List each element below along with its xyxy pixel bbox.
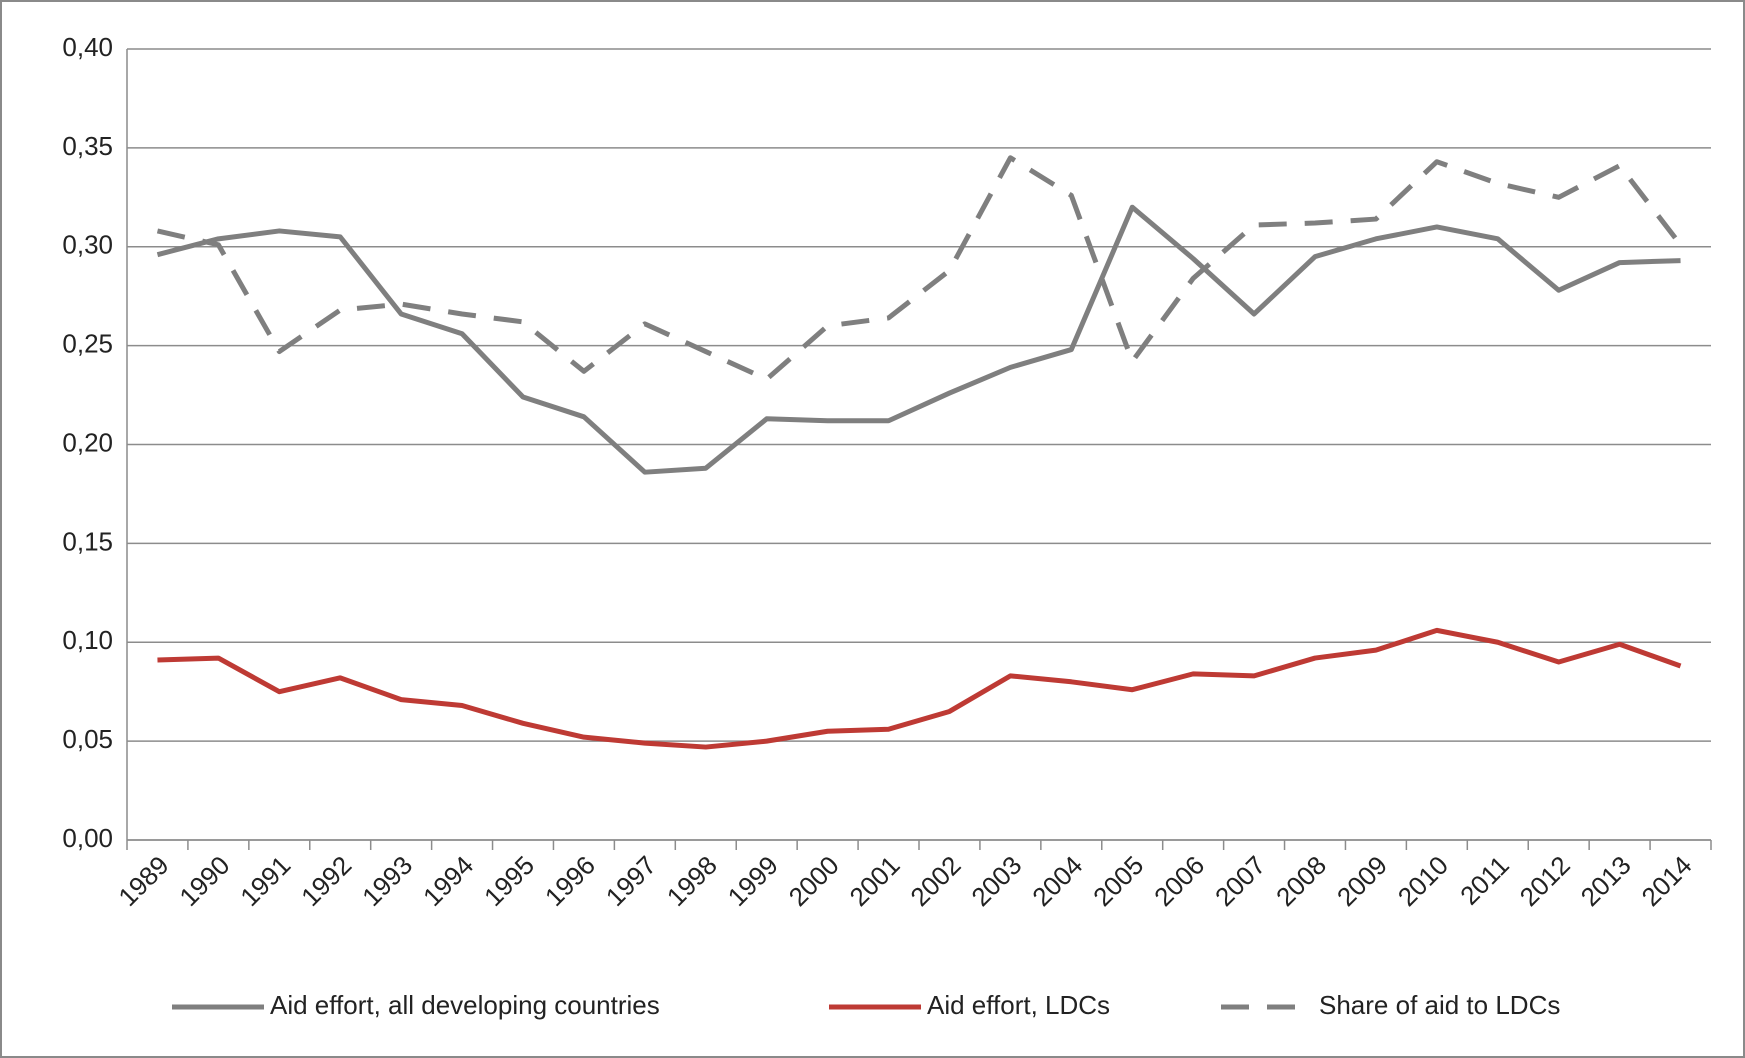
series-line <box>156 155 1683 382</box>
y-tick-label: 0,30 <box>62 230 113 260</box>
y-tick-label: 0,40 <box>62 32 113 62</box>
series-line <box>156 204 1681 475</box>
y-tick-label: 0,00 <box>62 823 113 853</box>
y-tick-label: 0,10 <box>62 625 113 655</box>
series-line <box>157 627 1682 750</box>
legend-label: Aid effort, LDCs <box>927 990 1110 1020</box>
legend-label: Share of aid to LDCs <box>1319 990 1560 1020</box>
y-tick-label: 0,20 <box>62 427 113 457</box>
y-tick-label: 0,25 <box>62 329 113 359</box>
y-tick-label: 0,05 <box>62 724 113 754</box>
y-tick-label: 0,35 <box>62 131 113 161</box>
legend-label: Aid effort, all developing countries <box>270 990 660 1020</box>
y-tick-label: 0,15 <box>62 526 113 556</box>
